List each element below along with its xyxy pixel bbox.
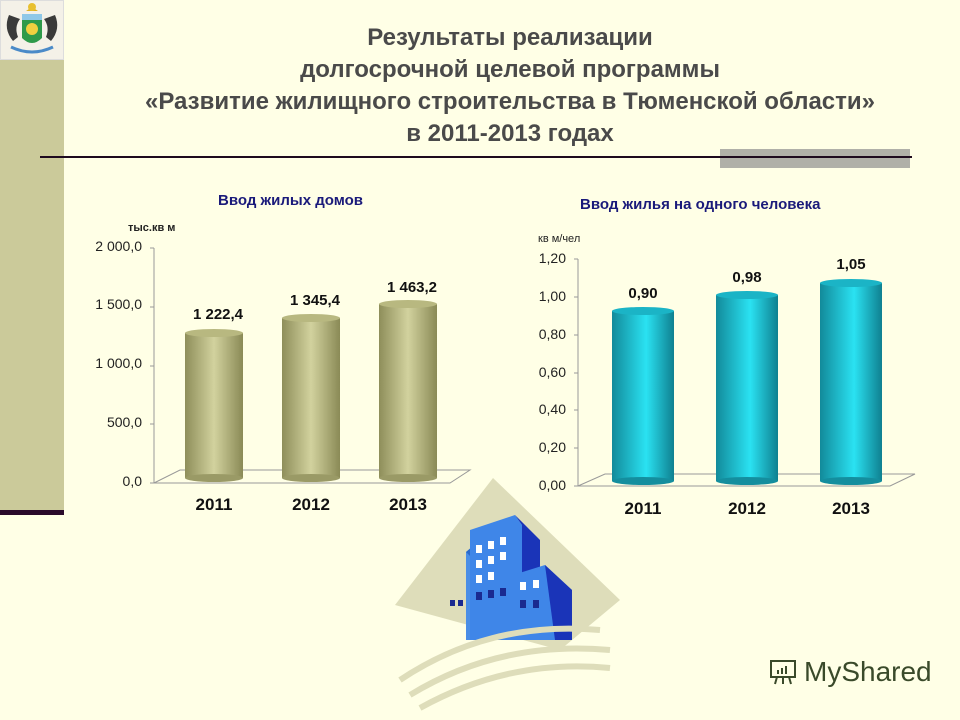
chart2-xtick: 2013 bbox=[832, 499, 870, 518]
sidebar-decoration bbox=[0, 0, 64, 512]
chart1-ytick: 1 500,0 bbox=[95, 296, 142, 312]
chart1-title: Ввод жилых домов bbox=[218, 192, 363, 209]
chart2-value-label: 0,90 bbox=[628, 285, 658, 302]
chart1-xtick: 2011 bbox=[195, 495, 233, 514]
chart2-title: Ввод жилья на одного человека bbox=[580, 196, 821, 213]
presentation-board-icon bbox=[770, 660, 796, 685]
title-line-1: Результаты реализации bbox=[367, 24, 653, 51]
chart1-xtick: 2013 bbox=[389, 495, 427, 514]
chart2-ytick: 0,40 bbox=[538, 401, 566, 417]
chart1-value-label: 1 222,4 bbox=[192, 306, 244, 323]
chart2-ytick: 1,20 bbox=[538, 250, 566, 266]
title-line-4: в 2011-2013 годах bbox=[406, 120, 614, 147]
chart2-ytick: 0,60 bbox=[538, 364, 566, 380]
chart2-ytick: 0,80 bbox=[538, 326, 566, 342]
chart1-value-label: 1 463,2 bbox=[386, 279, 438, 296]
sidebar-bottom-bar bbox=[0, 510, 64, 515]
chart2-xtick: 2012 bbox=[728, 499, 766, 518]
chart2-value-label: 0,98 bbox=[732, 269, 762, 286]
coat-of-arms-icon bbox=[0, 0, 64, 60]
chart2-ytick: 1,00 bbox=[538, 288, 566, 304]
chart1-ytick: 0,0 bbox=[122, 473, 142, 489]
chart1-xtick: 2012 bbox=[292, 495, 330, 514]
chart2-ytick: 0,00 bbox=[538, 477, 566, 493]
title-rule bbox=[40, 156, 912, 158]
chart1-value-label: 1 345,4 bbox=[289, 292, 341, 309]
chart1-ytick: 500,0 bbox=[106, 414, 142, 430]
chart1-ytick: 2 000,0 bbox=[95, 238, 142, 254]
building-logo-icon bbox=[395, 478, 620, 711]
chart2-xtick: 2011 bbox=[624, 499, 662, 518]
chart2-unit-label: кв м/чел bbox=[538, 233, 581, 245]
chart1-ytick: 1 000,0 bbox=[95, 355, 142, 371]
title-rule-accent bbox=[720, 149, 910, 168]
title-line-2: долгосрочной целевой программы bbox=[300, 56, 720, 83]
watermark-logo: MyShared bbox=[768, 656, 932, 688]
title-line-3: «Развитие жилищного строительства в Тюме… bbox=[144, 88, 875, 115]
page-title: Результаты реализации долгосрочной целев… bbox=[80, 22, 940, 150]
watermark-text: MyShared bbox=[804, 656, 932, 687]
chart2-ytick: 0,20 bbox=[538, 439, 566, 455]
chart1-unit-label: тыс.кв м bbox=[128, 222, 176, 234]
chart2-value-label: 1,05 bbox=[836, 256, 866, 273]
